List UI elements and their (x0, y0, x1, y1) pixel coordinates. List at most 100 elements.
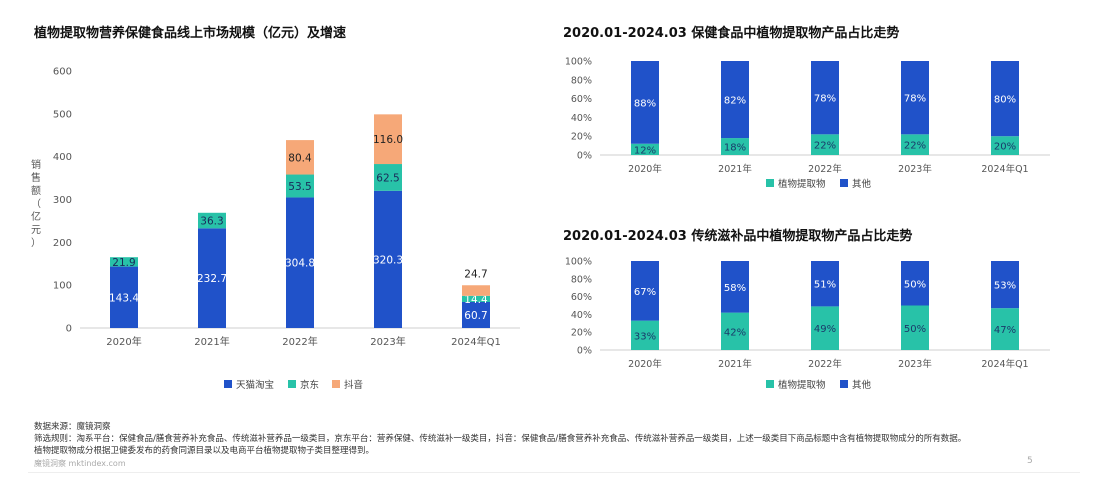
health-label-1-1: 82% (724, 96, 746, 107)
tonic-cat-3: 2023年 (898, 358, 932, 370)
tonic-ytick: 80% (571, 274, 592, 285)
market-label-2-2: 80.4 (288, 152, 312, 164)
market-ytick: 0 (66, 324, 72, 335)
tonic-bar-0-2 (811, 306, 839, 350)
market-bar-0-2 (286, 197, 314, 328)
market-bar-0-0 (110, 266, 138, 328)
market-ytick: 500 (53, 109, 72, 120)
tonic-bar-1-3 (901, 261, 929, 306)
market-legend-swatch-2 (332, 380, 340, 388)
tonic-label-0-3: 50% (904, 324, 926, 335)
market-label-2-4: 24.7 (464, 268, 487, 280)
tonic-bar-1-4 (991, 261, 1019, 309)
health-cat-2: 2022年 (808, 163, 842, 175)
tonic-label-1-0: 67% (634, 287, 656, 298)
tonic-legend-swatch-1 (840, 380, 848, 388)
health-bar-1-0 (631, 61, 659, 144)
market-bar-1-0 (110, 257, 138, 267)
health-ytick: 40% (571, 113, 592, 124)
market-legend-swatch-1 (288, 380, 296, 388)
market-bar-0-4 (462, 302, 490, 328)
market-ylabel-char: 亿 (31, 210, 41, 223)
market-legend-label-2: 抖音 (344, 379, 363, 391)
footer-divider (28, 472, 1080, 473)
tonic-cat-1: 2021年 (718, 358, 752, 370)
tonic-ytick: 40% (571, 310, 592, 321)
tonic-bar-1-2 (811, 261, 839, 307)
market-ytick: 200 (53, 238, 72, 249)
health-legend-swatch-0 (766, 179, 774, 187)
tonic-cat-4: 2024年Q1 (981, 358, 1028, 370)
tonic-label-0-0: 33% (634, 331, 656, 342)
market-legend-label-0: 天猫淘宝 (236, 379, 274, 391)
health-legend-label-1: 其他 (852, 178, 872, 190)
tonic-ytick: 0% (577, 346, 592, 357)
tonic-ytick: 60% (571, 292, 592, 303)
tonic-bar-0-0 (631, 320, 659, 350)
health-ytick: 100% (565, 57, 592, 68)
market-ytick: 600 (53, 67, 72, 78)
health-bar-0-4 (991, 136, 1019, 155)
tonic-ytick: 100% (565, 257, 592, 268)
market-ytick: 300 (53, 195, 72, 206)
health-ytick: 60% (571, 94, 592, 105)
market-label-1-1: 36.3 (200, 216, 223, 228)
market-ytick: 100 (53, 281, 72, 292)
market-cat-2: 2022年 (282, 335, 317, 348)
health-label-1-2: 78% (814, 94, 836, 105)
health-label-0-1: 18% (724, 143, 746, 154)
health-bar-1-2 (811, 61, 839, 135)
tonic-label-1-2: 51% (814, 280, 836, 291)
market-ytick: 400 (53, 152, 72, 163)
tonic-legend-label-1: 其他 (852, 379, 872, 391)
market-ylabel-char: 元 (31, 225, 41, 236)
market-cat-1: 2021年 (194, 335, 229, 348)
market-label-2-3: 116.0 (373, 134, 403, 146)
health-ytick: 20% (571, 132, 592, 143)
market-bar-1-3 (374, 164, 402, 191)
tonic-legend-swatch-0 (766, 380, 774, 388)
health-label-0-3: 22% (904, 141, 926, 152)
tonic-bar-1-1 (721, 261, 749, 313)
tonic-label-1-1: 58% (724, 283, 746, 294)
market-label-0-1: 232.7 (197, 273, 227, 285)
health-ytick: 0% (577, 151, 592, 162)
market-cat-0: 2020年 (106, 335, 141, 348)
market-bar-0-3 (374, 190, 402, 328)
health-chart-title: 2020.01-2024.03 保健食品中植物提取物产品占比走势 (563, 26, 900, 41)
market-bar-1-2 (286, 174, 314, 198)
footer-rule-2: 植物提取物成分根据卫健委发布的药食同源目录以及电商平台植物提取物子类目整理得到。 (34, 446, 375, 456)
page-number: 5 (1027, 456, 1033, 466)
health-bar-1-4 (991, 61, 1019, 137)
tonic-label-1-4: 53% (994, 281, 1016, 292)
market-legend-label-1: 京东 (300, 379, 319, 391)
tonic-label-0-2: 49% (814, 324, 836, 335)
market-label-0-3: 320.3 (373, 254, 403, 266)
health-label-0-0: 12% (634, 145, 656, 156)
market-label-1-3: 62.5 (376, 172, 399, 184)
health-bar-0-1 (721, 138, 749, 155)
health-cat-4: 2024年Q1 (981, 163, 1028, 175)
brand-watermark: 魔镜洞察 mktindex.com (34, 459, 126, 468)
tonic-label-0-4: 47% (994, 325, 1016, 336)
market-label-1-0: 21.9 (112, 257, 135, 269)
tonic-cat-0: 2020年 (628, 358, 662, 370)
footer-rule-1: 筛选规则：淘系平台：保健食品/膳食营养补充食品、传统滋补营养品一级类目，京东平台… (34, 434, 967, 444)
health-cat-3: 2023年 (898, 163, 932, 175)
market-label-1-2: 53.5 (288, 181, 311, 193)
health-bar-1-3 (901, 61, 929, 135)
market-bar-0-1 (198, 228, 226, 328)
health-label-0-2: 22% (814, 141, 836, 152)
health-label-1-4: 80% (994, 95, 1016, 106)
market-ylabel-char: （ (31, 198, 41, 210)
health-label-1-3: 78% (904, 94, 926, 105)
tonic-label-1-3: 50% (904, 279, 926, 290)
health-bar-0-3 (901, 134, 929, 155)
tonic-label-0-1: 42% (724, 327, 746, 338)
health-cat-0: 2020年 (628, 163, 662, 175)
market-bar-2-2 (286, 140, 314, 175)
market-ylabel-char: 额 (31, 184, 41, 197)
health-ytick: 80% (571, 75, 592, 86)
market-ylabel-char: ） (31, 237, 41, 249)
